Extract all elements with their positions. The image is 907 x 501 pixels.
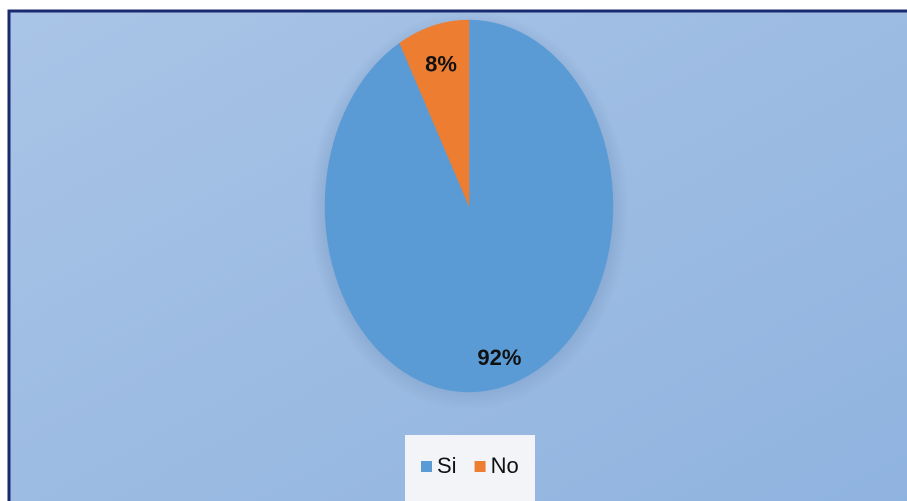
data-label: 92% [477,345,521,370]
pie-slice [399,19,470,207]
legend-swatch [421,461,432,472]
legend-swatch [474,461,486,472]
data-label: 8% [425,51,457,76]
legend-label: Si [437,453,457,478]
legend-label: No [491,453,519,478]
